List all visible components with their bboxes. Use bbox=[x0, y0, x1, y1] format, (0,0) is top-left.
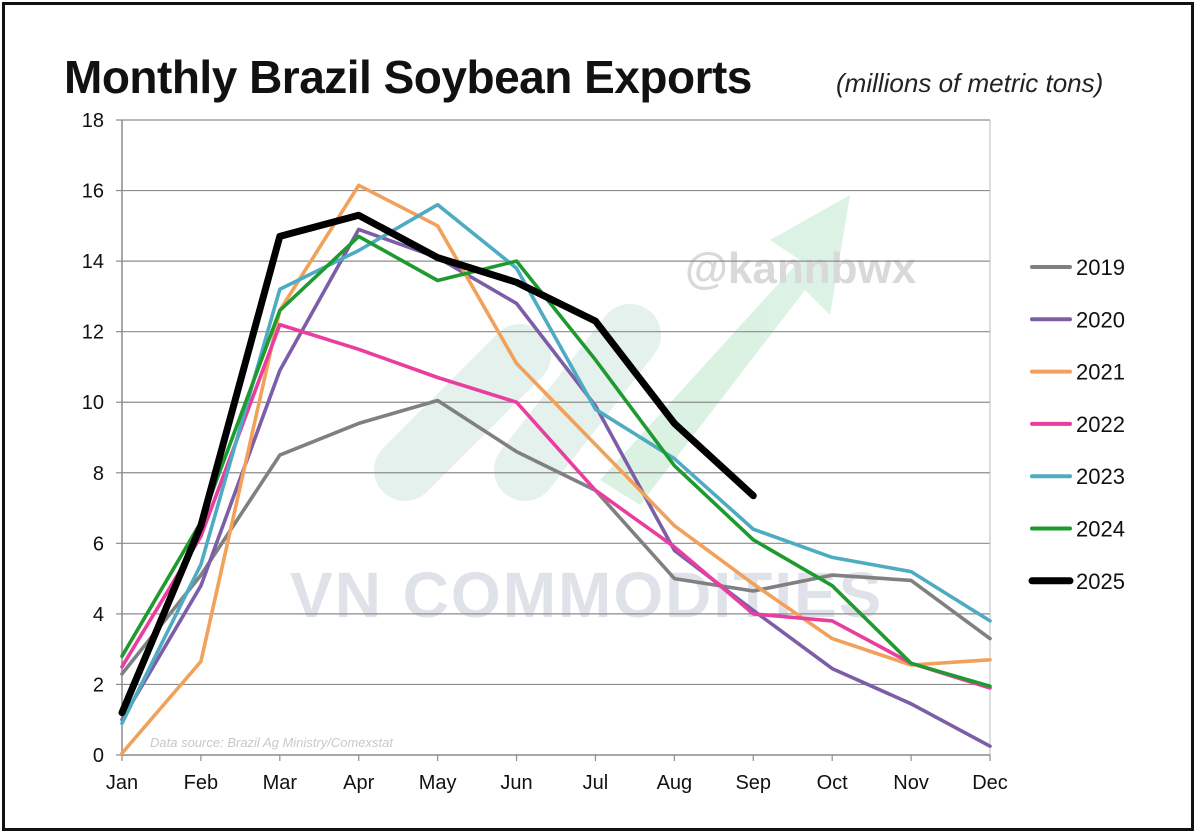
x-tick-label-apr: Apr bbox=[343, 772, 374, 794]
watermark-brand: VN COMMODITIES bbox=[290, 559, 883, 631]
axes: 0 2 4 6 8 10 12 14 16 18 Jan Feb Mar Apr May Jun Jul Aug S… bbox=[82, 110, 1008, 794]
legend-label-2024: 2024 bbox=[1076, 517, 1125, 542]
chart-subtitle: (millions of metric tons) bbox=[836, 68, 1104, 98]
x-tick-label-jan: Jan bbox=[106, 772, 138, 794]
watermark-handle: @kannbwx bbox=[685, 244, 917, 293]
x-tick-label-may: May bbox=[419, 772, 457, 794]
x-tick-label-dec: Dec bbox=[972, 772, 1008, 794]
y-tick-label: 8 bbox=[93, 463, 104, 485]
x-tick-label-oct: Oct bbox=[817, 772, 849, 794]
legend-label-2022: 2022 bbox=[1076, 412, 1125, 437]
x-tick-label-mar: Mar bbox=[263, 772, 298, 794]
x-tick-label-jun: Jun bbox=[500, 772, 532, 794]
legend: 2019 2020 2021 2022 2023 2024 2025 bbox=[1028, 255, 1125, 594]
legend-label-2020: 2020 bbox=[1076, 307, 1125, 332]
data-source-note: Data source: Brazil Ag Ministry/Comexsta… bbox=[150, 735, 394, 750]
legend-label-2025: 2025 bbox=[1076, 569, 1125, 594]
series-line-2021 bbox=[120, 183, 992, 756]
y-tick-label: 18 bbox=[82, 110, 104, 132]
y-tick-label: 4 bbox=[93, 604, 104, 626]
y-tick-label: 2 bbox=[93, 674, 104, 696]
legend-label-2019: 2019 bbox=[1076, 255, 1125, 280]
legend-label-2023: 2023 bbox=[1076, 464, 1125, 489]
x-tick-label-jul: Jul bbox=[583, 772, 609, 794]
chart-title: Monthly Brazil Soybean Exports bbox=[64, 51, 752, 103]
series-line-2024 bbox=[120, 234, 992, 689]
y-tick-label: 0 bbox=[93, 745, 104, 767]
y-tick-label: 10 bbox=[82, 392, 104, 414]
series-line-2019 bbox=[120, 398, 992, 676]
legend-label-2021: 2021 bbox=[1076, 360, 1125, 385]
x-tick-label-feb: Feb bbox=[184, 772, 218, 794]
x-tick-label-aug: Aug bbox=[657, 772, 693, 794]
series-line-2022 bbox=[120, 322, 992, 690]
y-tick-label: 12 bbox=[82, 322, 104, 344]
y-tick-label: 14 bbox=[82, 251, 104, 273]
series-line-2023 bbox=[120, 202, 992, 726]
series-lines bbox=[118, 183, 992, 756]
series-line-2025 bbox=[118, 211, 757, 717]
x-tick-label-sep: Sep bbox=[735, 772, 771, 794]
y-tick-label: 16 bbox=[82, 181, 104, 203]
watermark-logo-icon bbox=[374, 195, 850, 505]
y-tick-label: 6 bbox=[93, 533, 104, 555]
series-line-2020 bbox=[120, 227, 992, 749]
x-tick-label-nov: Nov bbox=[893, 772, 929, 794]
